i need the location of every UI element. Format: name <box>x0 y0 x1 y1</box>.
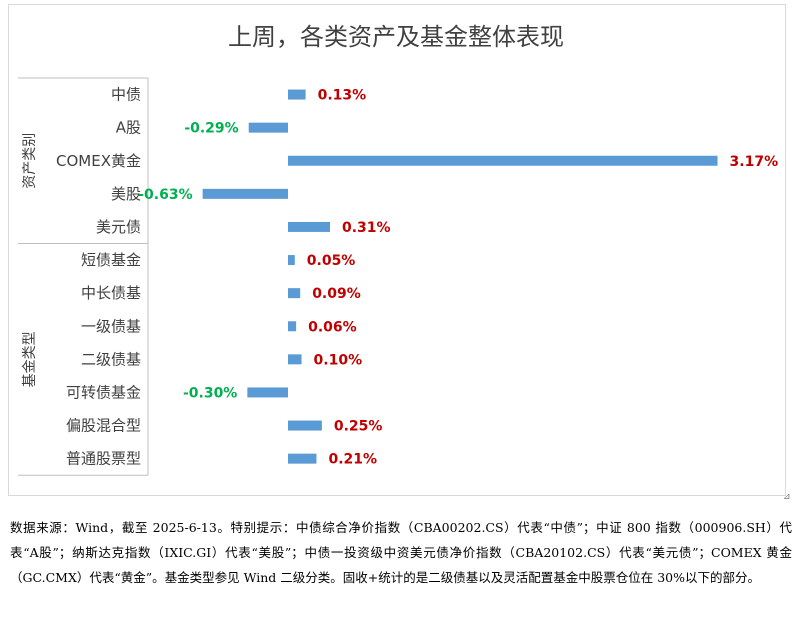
bar <box>247 387 288 398</box>
bar <box>288 89 306 100</box>
bar <box>288 354 302 365</box>
data-label: 0.25% <box>334 419 383 435</box>
bar <box>248 122 288 133</box>
data-label: -0.29% <box>184 121 238 137</box>
data-label: 3.17% <box>730 154 779 170</box>
bar <box>288 255 295 266</box>
bar <box>288 453 317 464</box>
category-axis: 中债 A股 COMEX黄金美股美元债短债基金中长债基一级债基二级债基可转债基金偏股混… <box>18 77 149 476</box>
category-label: 偏股混合型 <box>66 417 141 435</box>
data-label: 0.06% <box>308 319 357 335</box>
bar-chart: 上周，各类资产及基金整体表现 中债 A股 COMEX黄金美股美元债短债基金中长债基一… <box>18 23 778 476</box>
category-label: 二级债基 <box>81 350 141 368</box>
bar <box>202 188 288 199</box>
chart-title: 上周，各类资产及基金整体表现 <box>228 23 564 51</box>
data-label: -0.63% <box>138 187 192 203</box>
data-label: 0.21% <box>328 452 377 468</box>
category-label: 美股 <box>111 185 141 203</box>
group-label: 基金类型 <box>21 331 38 387</box>
category-label: 短债基金 <box>81 251 141 269</box>
category-label: 普通股票型 <box>66 450 141 468</box>
data-label: 0.09% <box>312 286 361 302</box>
data-label: -0.30% <box>183 385 237 401</box>
resize-handle-icon: ⊿ <box>783 492 791 502</box>
category-label: COMEX黄金 <box>56 152 141 170</box>
chart-frame <box>8 4 786 496</box>
footnote: 数据来源：Wind，截至 2025-6-13。特别提示：中债综合净价指数（CBA… <box>10 520 792 585</box>
category-label: A股 <box>116 119 141 137</box>
data-label: 0.31% <box>342 220 391 236</box>
category-label: 一级债基 <box>81 317 141 335</box>
category-label: 中长债基 <box>81 284 141 302</box>
data-label: 0.05% <box>307 253 356 269</box>
bar <box>288 155 718 166</box>
bar <box>288 288 301 299</box>
bar <box>288 321 297 332</box>
category-label: 可转债基金 <box>66 383 141 401</box>
bar <box>288 221 331 232</box>
bars-layer: 0.13% -0.29% 3.17% -0.63% 0.31% 0.05% 0.09% 0.0… <box>138 88 778 468</box>
data-label: 0.13% <box>318 88 367 104</box>
group-label: 资产类别 <box>22 133 38 189</box>
category-label: 中债 <box>111 86 141 104</box>
category-label: 美元债 <box>96 218 141 236</box>
bar <box>288 420 322 431</box>
data-label: 0.10% <box>314 352 363 368</box>
